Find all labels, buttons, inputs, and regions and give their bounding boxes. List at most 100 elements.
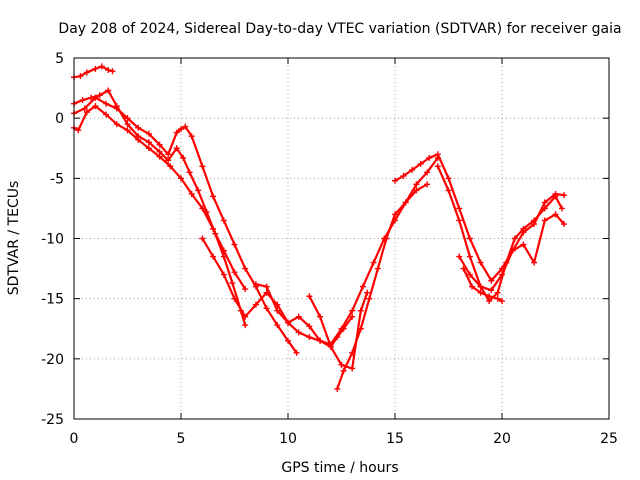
x-tick-label: 15 — [386, 431, 404, 447]
data-point — [220, 217, 227, 224]
data-point — [167, 163, 174, 170]
data-point — [317, 313, 324, 320]
data-point — [520, 225, 527, 232]
data-point — [456, 205, 463, 212]
data-point — [520, 241, 527, 248]
data-point — [210, 225, 217, 232]
series-track-c — [71, 94, 300, 356]
data-point — [165, 151, 172, 158]
data-point — [178, 125, 184, 132]
data-point — [541, 199, 548, 206]
x-axis-label: GPS time / hours — [281, 460, 398, 476]
series-track-d — [71, 103, 249, 293]
data-point — [445, 175, 452, 182]
data-point — [229, 280, 236, 287]
data-point — [135, 124, 142, 131]
data-point — [103, 111, 110, 118]
data-point — [199, 163, 206, 170]
data-point — [541, 205, 548, 212]
data-point — [92, 103, 99, 110]
data-point — [349, 349, 356, 356]
data-point — [242, 313, 249, 320]
data-point — [327, 343, 334, 350]
series-track-g — [306, 289, 371, 372]
data-point — [488, 277, 495, 284]
data-point — [105, 67, 112, 74]
data-point — [242, 286, 249, 293]
data-point — [124, 115, 131, 122]
data-point — [83, 109, 90, 116]
series-track-l — [460, 265, 505, 305]
data-point — [285, 319, 291, 326]
data-point — [210, 253, 217, 260]
data-point — [186, 169, 193, 176]
data-point — [511, 235, 518, 242]
x-tick-label: 10 — [279, 431, 297, 447]
data-point — [349, 313, 356, 320]
data-point — [81, 105, 88, 112]
data-point — [466, 271, 473, 278]
data-point — [98, 63, 105, 70]
series-line — [308, 291, 369, 370]
series-line — [72, 89, 247, 327]
data-point — [334, 385, 341, 392]
axes: 0 5 10 15 20 25 -25 -20 -15 -10 -5 0 5 — [41, 51, 618, 447]
data-point — [349, 365, 356, 372]
data-point — [392, 177, 398, 184]
series-track-h — [334, 181, 431, 392]
data-point — [145, 145, 152, 152]
data-point — [145, 139, 152, 146]
data-point — [199, 235, 206, 242]
data-point — [413, 187, 420, 194]
data-point — [561, 221, 568, 228]
series-track-k — [456, 211, 568, 294]
data-point — [531, 259, 538, 266]
y-tick-label: 5 — [55, 51, 64, 67]
data-point — [306, 334, 313, 341]
data-point — [357, 325, 364, 332]
data-point — [402, 199, 409, 206]
data-point — [338, 361, 345, 368]
data-point — [96, 92, 103, 99]
data-point — [113, 121, 120, 128]
data-point — [252, 281, 259, 288]
data-point — [113, 105, 120, 112]
data-point — [173, 145, 180, 152]
data-point — [306, 293, 313, 300]
data-point — [409, 166, 416, 173]
y-tick-label: -20 — [41, 352, 64, 368]
series-track-b — [71, 87, 249, 329]
series-line — [393, 153, 566, 282]
data-point — [180, 154, 187, 161]
x-tick-label: 20 — [493, 431, 511, 447]
data-point — [466, 235, 473, 242]
data-point — [413, 181, 420, 188]
data-point — [92, 65, 99, 72]
series-line — [72, 104, 247, 291]
data-point — [156, 141, 163, 148]
data-point — [424, 181, 431, 188]
data-point — [364, 289, 371, 296]
data-point — [552, 211, 559, 218]
data-point — [220, 271, 227, 278]
data-point — [494, 295, 501, 302]
data-point — [295, 329, 302, 336]
data-point — [103, 100, 110, 107]
data-point — [252, 301, 259, 308]
data-point — [434, 151, 441, 158]
data-point — [494, 289, 501, 296]
data-point — [558, 205, 565, 212]
data-point — [231, 241, 238, 248]
data-point — [370, 259, 377, 266]
data-point — [182, 123, 189, 130]
data-point — [306, 323, 313, 330]
series-track-i — [392, 151, 568, 284]
plot-frame — [73, 57, 610, 420]
data-point — [156, 153, 163, 160]
data-point — [424, 169, 431, 176]
series-track-f — [252, 281, 356, 350]
y-tick-label: -5 — [50, 171, 64, 187]
data-point — [195, 187, 202, 194]
data-point — [426, 154, 433, 161]
data-point — [263, 305, 270, 312]
